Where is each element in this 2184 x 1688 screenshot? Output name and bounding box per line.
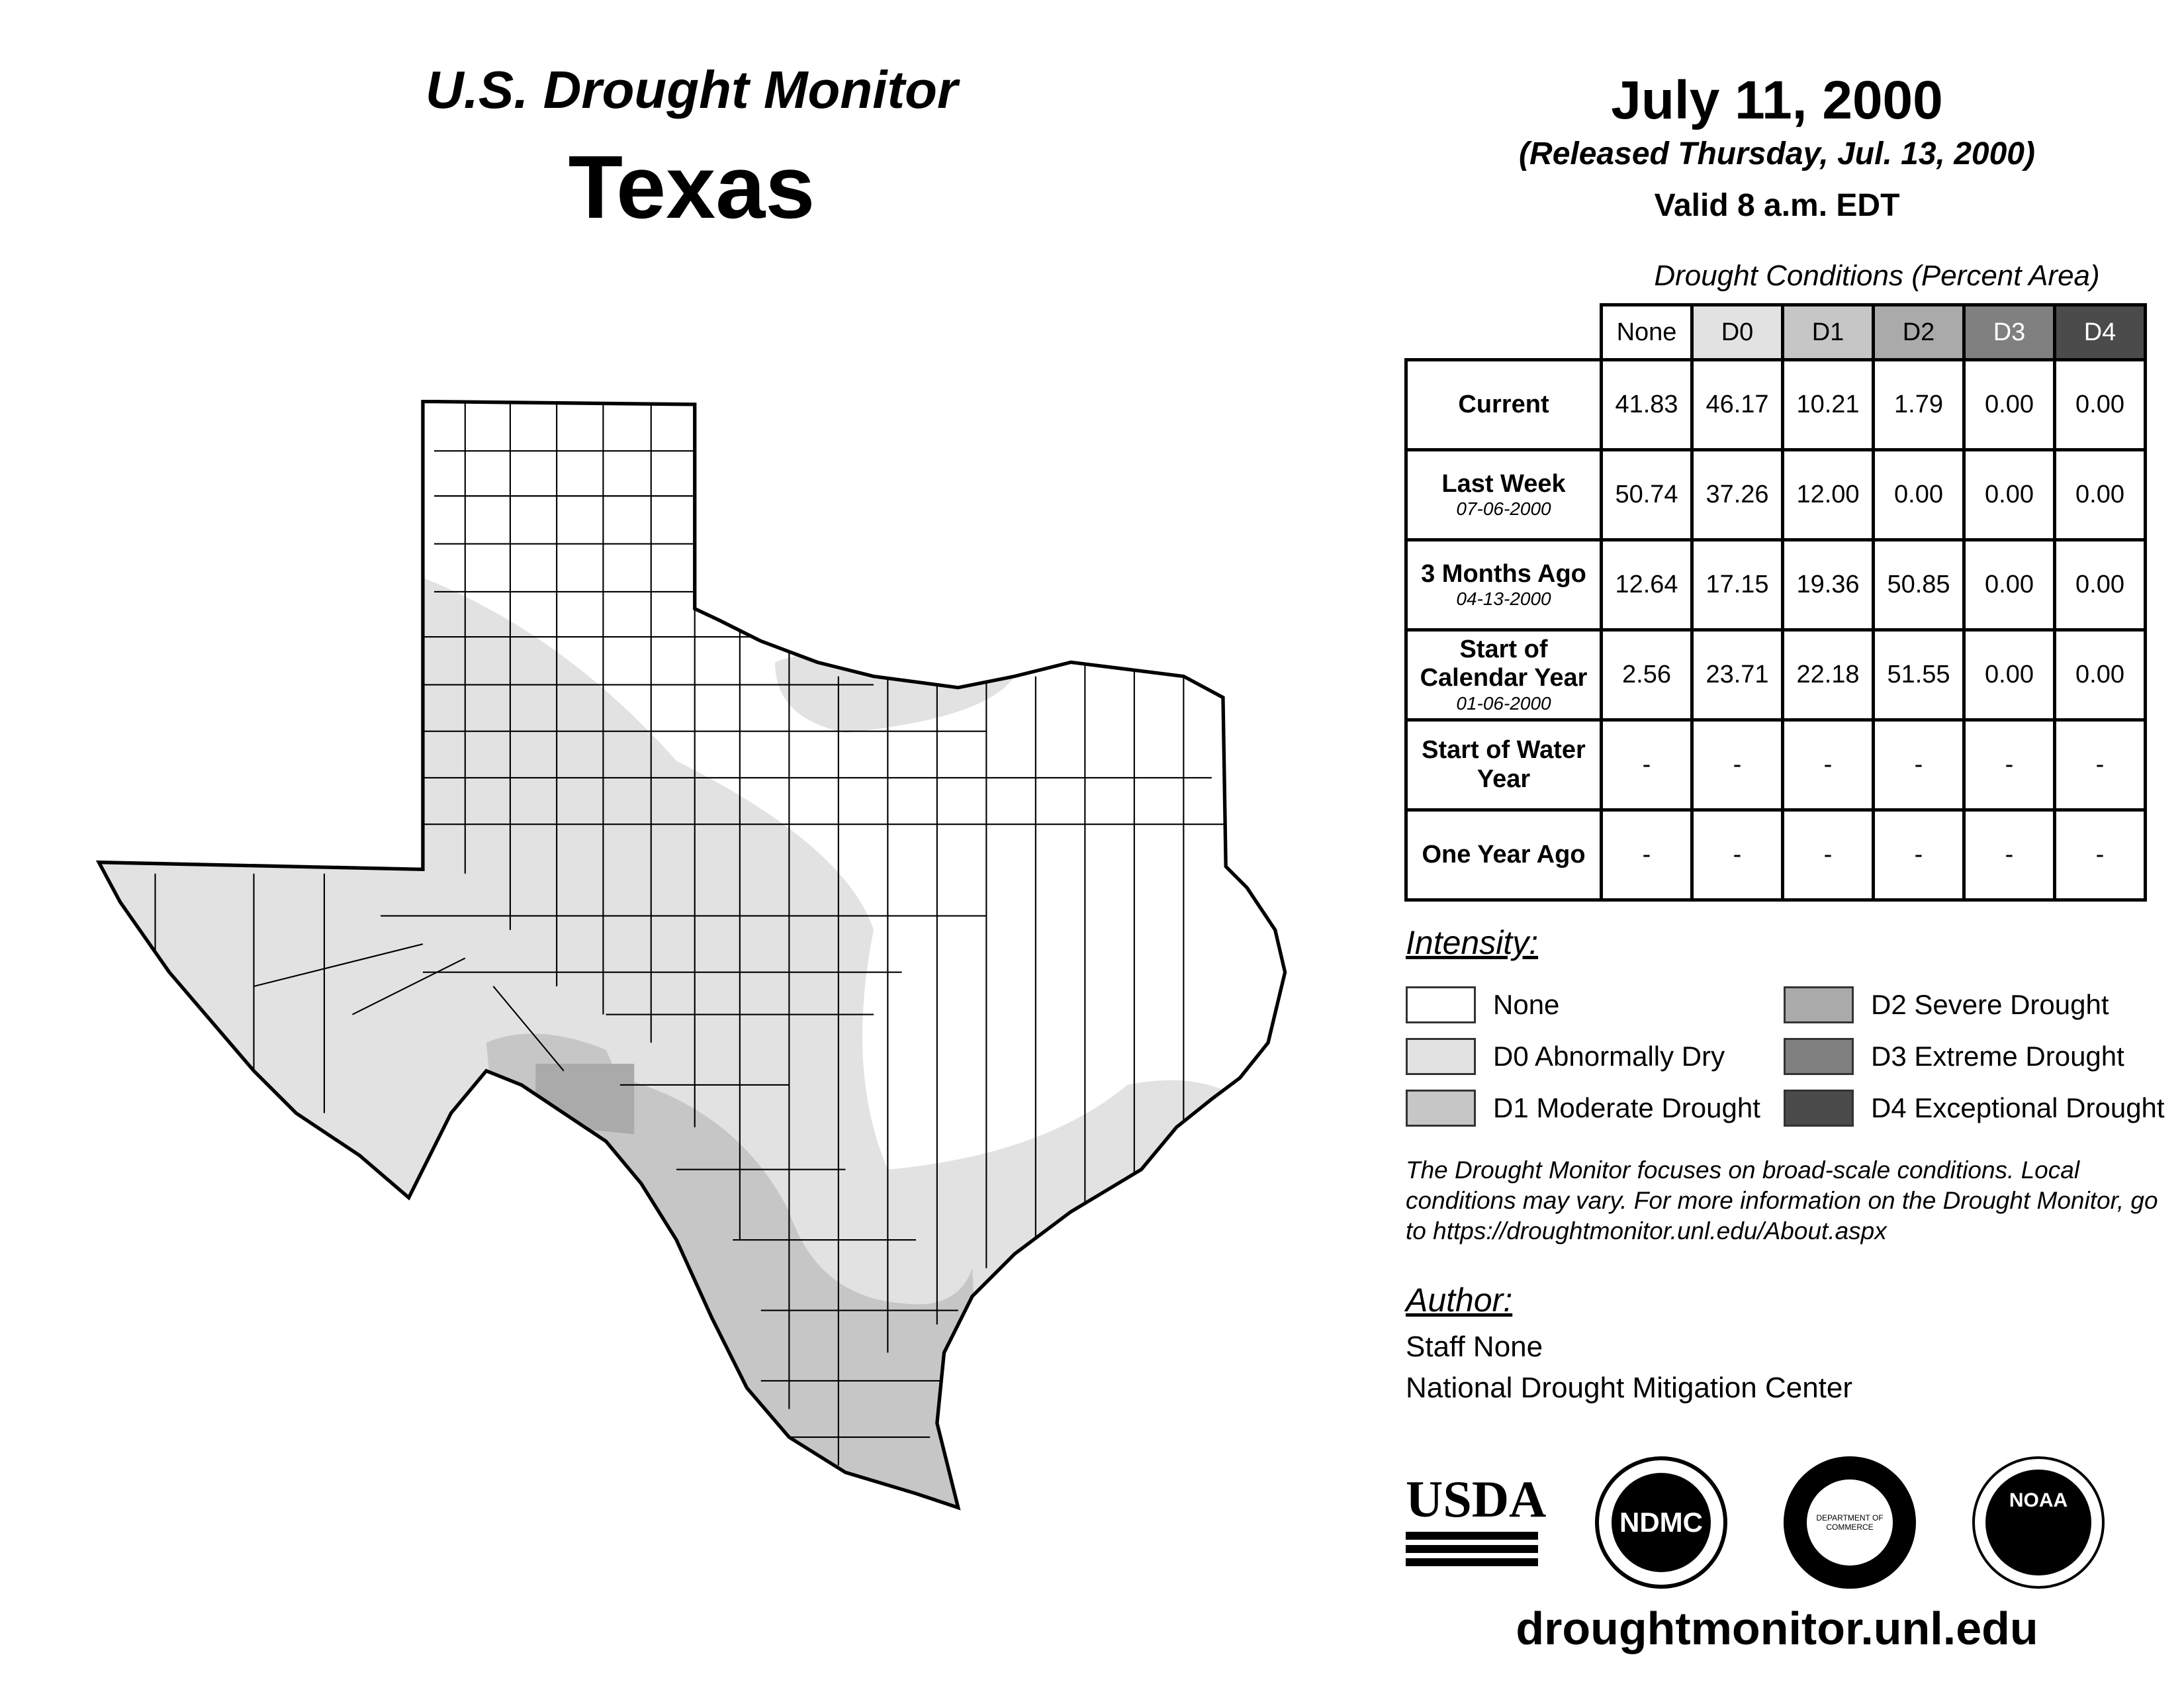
- legend-label: D3 Extreme Drought: [1871, 1041, 2124, 1072]
- table-cell: 0.00: [2053, 538, 2147, 632]
- table-cell: -: [1690, 808, 1784, 902]
- row-label: Last Week 07-06-2000: [1404, 448, 1603, 541]
- table-cell: 1.79: [1872, 358, 1966, 451]
- table-cell: 19.36: [1781, 538, 1875, 632]
- legend-swatch: [1406, 1090, 1476, 1127]
- table-cell: 23.71: [1690, 628, 1784, 722]
- legend-item: D3 Extreme Drought: [1784, 1038, 2124, 1075]
- county-lines: [154, 401, 1226, 1466]
- legend-swatch: [1406, 986, 1476, 1023]
- table-cell: 51.55: [1872, 628, 1966, 722]
- table-cell: 41.83: [1600, 358, 1694, 451]
- table-row: One Year Ago - - - - - -: [1404, 808, 2147, 902]
- table-cell: -: [1962, 808, 2056, 902]
- col-d3: D3: [1962, 303, 2056, 361]
- table-cell: -: [1962, 718, 2056, 812]
- row-label: Start of Calendar Year 01-06-2000: [1404, 628, 1603, 722]
- author-org: National Drought Mitigation Center: [1406, 1372, 1853, 1404]
- table-caption: Drought Conditions (Percent Area): [1654, 259, 2100, 292]
- footer-url[interactable]: droughtmonitor.unl.edu: [1516, 1603, 2038, 1654]
- table-cell: 50.85: [1872, 538, 1966, 632]
- table-cell: 0.00: [1872, 448, 1966, 541]
- table-cell: -: [1781, 718, 1875, 812]
- row-label: 3 Months Ago 04-13-2000: [1404, 538, 1603, 632]
- table-cell: 0.00: [1962, 448, 2056, 541]
- table-cell: 10.21: [1781, 358, 1875, 451]
- table-row: Start of Water Year - - - - - -: [1404, 718, 2147, 812]
- author-title: Author:: [1406, 1282, 1513, 1319]
- legend-label: D4 Exceptional Drought: [1871, 1092, 2165, 1123]
- legend-item: D0 Abnormally Dry: [1406, 1038, 1725, 1075]
- region-title: Texas: [568, 137, 815, 237]
- table-cell: -: [1781, 808, 1875, 902]
- map-date: July 11, 2000: [1611, 70, 1943, 130]
- table-cell: 17.15: [1690, 538, 1784, 632]
- d2-area: [535, 1064, 635, 1135]
- table-cell: -: [2053, 718, 2147, 812]
- drought-conditions-table: None D0 D1 D2 D3 D4 Current 41.83 46.17 10.…: [1404, 303, 2147, 902]
- table-cell: 0.00: [2053, 358, 2147, 451]
- release-date: (Released Thursday, Jul. 13, 2000): [1519, 136, 2035, 171]
- author-name: Staff None: [1406, 1331, 1543, 1363]
- commerce-logo: DEPARTMENT OF COMMERCE: [1784, 1456, 1916, 1589]
- legend-item: None: [1406, 986, 1559, 1023]
- col-d4: D4: [2053, 303, 2147, 361]
- row-label: Start of Water Year: [1404, 718, 1603, 812]
- legend-item: D2 Severe Drought: [1784, 986, 2109, 1023]
- table-cell: 22.18: [1781, 628, 1875, 722]
- col-none: None: [1600, 303, 1694, 361]
- row-label: Current: [1404, 358, 1603, 451]
- table-cell: -: [2053, 808, 2147, 902]
- table-cell: -: [1872, 718, 1966, 812]
- ndmc-logo: NDMC: [1595, 1456, 1727, 1589]
- legend-item: D1 Moderate Drought: [1406, 1090, 1760, 1127]
- table-cell: -: [1690, 718, 1784, 812]
- noaa-logo: NOAA: [1972, 1456, 2105, 1589]
- legend-title: Intensity:: [1406, 924, 1539, 961]
- table-cell: 46.17: [1690, 358, 1784, 451]
- table-cell: 0.00: [1962, 538, 2056, 632]
- col-d2: D2: [1872, 303, 1966, 361]
- map-title: U.S. Drought Monitor: [425, 60, 958, 119]
- table-row: Start of Calendar Year 01-06-2000 2.56 23.7…: [1404, 628, 2147, 722]
- table-cell: 2.56: [1600, 628, 1694, 722]
- col-d0: D0: [1690, 303, 1784, 361]
- table-row: Current 41.83 46.17 10.21 1.79 0.00 0.00: [1404, 358, 2147, 451]
- legend-swatch: [1784, 1090, 1854, 1127]
- table-cell: 12.00: [1781, 448, 1875, 541]
- table-cell: -: [1872, 808, 1966, 902]
- table-cell: 12.64: [1600, 538, 1694, 632]
- table-cell: 0.00: [2053, 448, 2147, 541]
- table-cell: -: [1600, 718, 1694, 812]
- legend-label: D2 Severe Drought: [1871, 989, 2109, 1020]
- row-label: One Year Ago: [1404, 808, 1603, 902]
- table-cell: -: [1600, 808, 1694, 902]
- legend-label: D0 Abnormally Dry: [1493, 1041, 1725, 1072]
- legend-item: D4 Exceptional Drought: [1784, 1090, 2165, 1127]
- table-row: Last Week 07-06-2000 50.74 37.26 12.00 0.00 0.…: [1404, 448, 2147, 541]
- table-row: 3 Months Ago 04-13-2000 12.64 17.15 19.36 50.…: [1404, 538, 2147, 632]
- table-header-row: None D0 D1 D2 D3 D4: [1406, 303, 2147, 361]
- table-cell: 0.00: [1962, 358, 2056, 451]
- legend-label: D1 Moderate Drought: [1493, 1092, 1760, 1123]
- table-cell: 0.00: [1962, 628, 2056, 722]
- legend-swatch: [1784, 986, 1854, 1023]
- legend-swatch: [1784, 1038, 1854, 1075]
- legend-label: None: [1493, 989, 1560, 1020]
- table-cell: 0.00: [2053, 628, 2147, 722]
- col-d1: D1: [1781, 303, 1875, 361]
- disclaimer-note: The Drought Monitor focuses on broad-sca…: [1406, 1156, 2158, 1244]
- valid-time: Valid 8 a.m. EDT: [1654, 188, 1900, 223]
- usda-logo: USDA: [1406, 1456, 1546, 1589]
- table-cell: 50.74: [1600, 448, 1694, 541]
- legend-swatch: [1406, 1038, 1476, 1075]
- table-cell: 37.26: [1690, 448, 1784, 541]
